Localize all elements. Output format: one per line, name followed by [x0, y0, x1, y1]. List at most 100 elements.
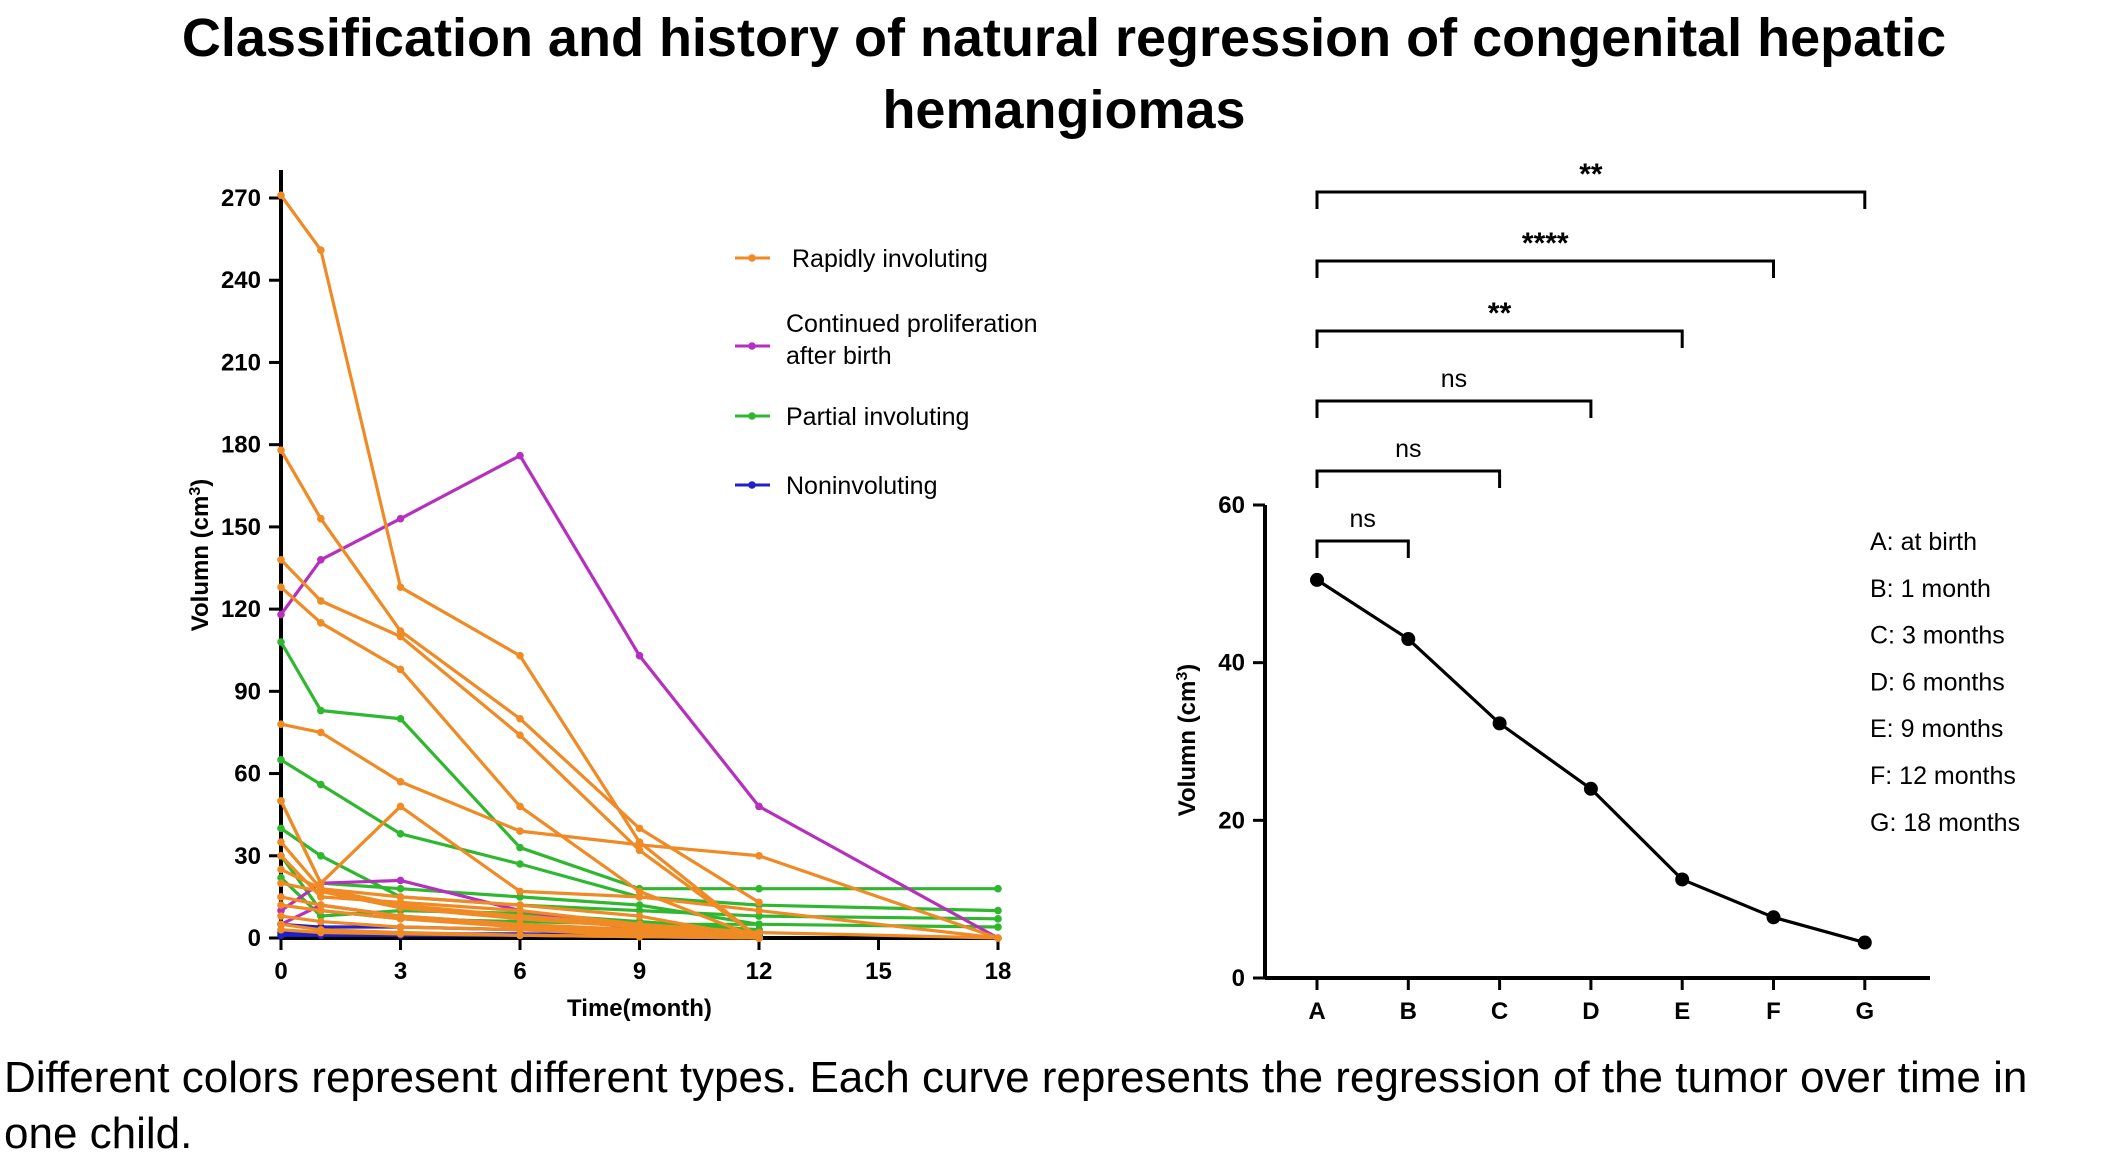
data-point: [635, 893, 644, 901]
y-tick-label: 40: [1218, 650, 1245, 677]
data-point: [396, 627, 405, 635]
data-point: [277, 851, 285, 860]
significance-bracket: [1315, 190, 1867, 209]
data-point: [516, 860, 524, 868]
data-point: [317, 906, 325, 915]
data-point: [755, 898, 763, 907]
legend-marker: [748, 412, 756, 420]
data-point: [516, 714, 524, 723]
x-tick-label: B: [1400, 998, 1417, 1025]
legend-label: Continued proliferation: [786, 310, 1038, 338]
data-point: [317, 514, 325, 523]
y-axis-label-sup: 3: [187, 487, 204, 496]
x-tick-label: E: [1674, 998, 1690, 1025]
data-point: [755, 906, 763, 915]
y-axis-label-sup: 3: [1174, 672, 1191, 681]
y-tick-label: 60: [234, 761, 261, 788]
data-point: [396, 830, 405, 838]
series-line: [280, 881, 760, 940]
x-tick-label: 18: [985, 958, 1012, 985]
data-point: [994, 906, 1002, 915]
data-point: [635, 841, 644, 849]
legend-marker: [748, 254, 756, 262]
x-tick-label: A: [1308, 998, 1325, 1025]
y-axis-label: Volumn (cm3): [1174, 664, 1202, 816]
data-point: [317, 912, 325, 920]
data-point: [277, 906, 285, 915]
data-point: [317, 901, 325, 909]
data-point: [516, 925, 524, 934]
data-point: [277, 931, 285, 940]
data-point: [635, 912, 644, 920]
data-point: [317, 706, 325, 715]
data-point: [317, 887, 325, 896]
x-tick-label: 6: [513, 958, 526, 985]
series-line: [279, 449, 760, 904]
series-line: [279, 558, 760, 940]
data-point: [277, 610, 285, 619]
data-point: [317, 928, 325, 937]
data-point: [635, 846, 644, 855]
data-point: [994, 915, 1002, 923]
data-point: [755, 884, 763, 893]
y-axis-label: Volumn (cm3): [187, 479, 215, 631]
data-point: [635, 932, 644, 941]
data-point: [755, 802, 763, 811]
y-axis-label-main: Volumn (cm: [1174, 681, 1201, 817]
chart-left: 0 30 60 90 120 150 180 210 240 270 0 3 6 9 12 15 18 Time(…: [187, 170, 1038, 1022]
data-point: [396, 714, 405, 723]
significance-bracket: [1315, 259, 1775, 278]
data-point: [1310, 572, 1324, 587]
data-point: [277, 583, 285, 591]
y-tick-label: 20: [1218, 807, 1245, 834]
data-point: [755, 912, 763, 920]
data-point: [396, 802, 405, 811]
y-tick-label: 270: [221, 185, 261, 212]
significance-bracket: [1315, 329, 1684, 348]
data-point: [396, 514, 405, 523]
data-point: [277, 838, 285, 846]
y-tick-label: 0: [1232, 965, 1245, 992]
y-axis-label-main: Volumn (cm: [187, 496, 214, 632]
x-axis-label: Time(month): [567, 995, 712, 1022]
series-line: [279, 841, 760, 940]
data-point: [277, 756, 285, 764]
legend-marker: [748, 342, 756, 350]
figure-caption: Different colors represent different typ…: [4, 1053, 2028, 1158]
key-item: B: 1 month: [1870, 575, 1991, 603]
y-axis-label-end: ): [1174, 664, 1201, 672]
data-point: [994, 923, 1002, 931]
data-point: [277, 912, 285, 920]
data-point: [396, 665, 405, 674]
data-point: [396, 876, 405, 885]
data-point: [1675, 872, 1690, 887]
data-point: [396, 777, 405, 786]
x-tick-label: 9: [633, 958, 646, 985]
data-point: [994, 884, 1002, 893]
data-point: [755, 934, 763, 942]
data-point: [277, 893, 285, 901]
data-point: [317, 619, 325, 627]
data-point: [317, 597, 325, 605]
data-point: [277, 865, 285, 874]
key-item: F: 12 months: [1870, 762, 2016, 790]
data-point: [516, 931, 524, 940]
data-point: [396, 904, 405, 912]
key-item: G: 18 months: [1870, 809, 2020, 837]
x-tick-label: D: [1582, 998, 1599, 1025]
legend-label: Noninvoluting: [786, 472, 938, 500]
data-point: [1583, 781, 1598, 796]
series-line: [1316, 578, 1866, 945]
x-tick-label: C: [1491, 998, 1508, 1025]
significance-label: ****: [1522, 227, 1569, 260]
y-tick-label: 120: [221, 596, 261, 623]
data-point: [635, 906, 644, 915]
data-point: [516, 731, 524, 739]
significance-label: **: [1488, 297, 1512, 330]
data-point: [994, 934, 1002, 942]
data-point: [317, 893, 325, 901]
data-point: [317, 851, 325, 860]
x-tick-label: 15: [865, 958, 892, 985]
data-point: [755, 920, 763, 929]
data-point: [277, 920, 285, 929]
